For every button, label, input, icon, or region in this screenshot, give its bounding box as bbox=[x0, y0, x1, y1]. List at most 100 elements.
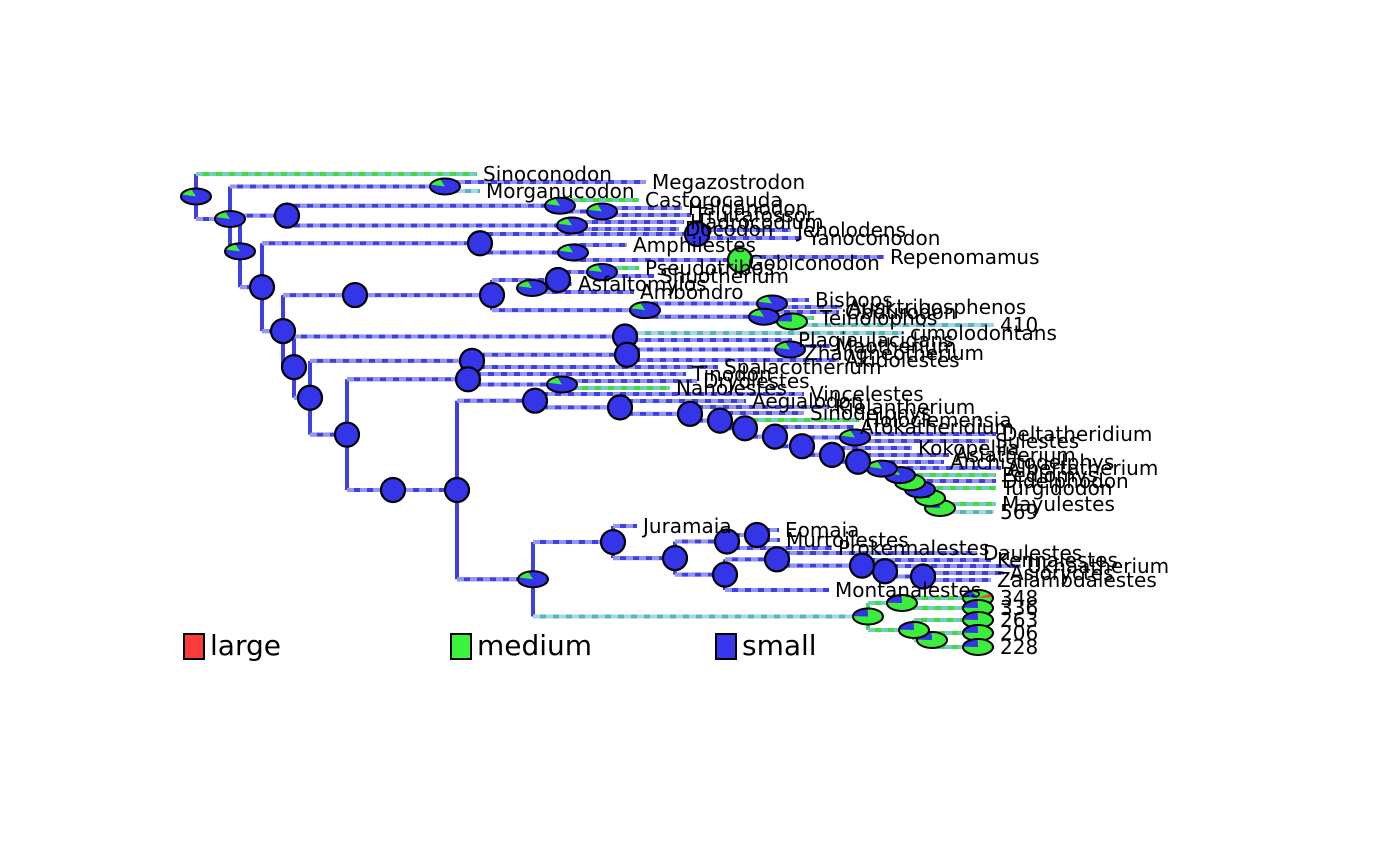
tip-label: Tinodon bbox=[691, 362, 772, 386]
tip-label: Deltatheridium bbox=[1002, 422, 1152, 446]
tip-label: Dryolestes bbox=[703, 369, 810, 393]
legend-swatch-large bbox=[183, 632, 205, 660]
tip-label: Albertatherium bbox=[1007, 456, 1158, 480]
node-circle bbox=[713, 528, 741, 555]
legend-swatch-small bbox=[715, 632, 737, 660]
tip-label: 410 bbox=[1000, 313, 1038, 337]
node-circle bbox=[848, 552, 876, 579]
pie-wedge bbox=[963, 639, 978, 647]
pie-wedge bbox=[587, 264, 602, 272]
tip-label: Shuotherium bbox=[660, 264, 789, 288]
tip-label: Haldanodon bbox=[688, 196, 808, 220]
tip-label: Sinodelphys bbox=[810, 401, 931, 425]
node-pie-outline bbox=[214, 209, 246, 228]
node-circle bbox=[379, 476, 407, 504]
tip-label: Didelphodon bbox=[1002, 469, 1129, 493]
pie-wedge bbox=[557, 217, 572, 226]
node-pie-outline bbox=[748, 307, 780, 326]
tip-label: Docodon bbox=[685, 217, 773, 241]
tip-label: 228 bbox=[1000, 635, 1038, 659]
node-pie-outline bbox=[774, 340, 806, 359]
tip-label: Hadrocodium bbox=[690, 210, 824, 234]
node-pie-outline bbox=[962, 638, 994, 656]
tip-label: Aegialodon bbox=[752, 389, 864, 413]
tip-label: 348 bbox=[1000, 586, 1038, 610]
tip-label: Pediomys bbox=[1002, 463, 1098, 487]
tip-label: Obdurodon bbox=[845, 300, 956, 324]
node-pie-outline bbox=[224, 242, 256, 261]
legend-label-small: small bbox=[742, 629, 817, 662]
pie-wedge bbox=[545, 198, 560, 206]
node-circle bbox=[269, 317, 297, 345]
legend-item-medium: medium bbox=[450, 631, 592, 661]
tip-label: Asfaltomylos bbox=[578, 272, 707, 296]
tip-label: Amphilestes bbox=[633, 233, 756, 257]
node-pie-outline bbox=[556, 216, 588, 235]
tree-node-markers bbox=[180, 177, 994, 656]
tip-label: Ambondro bbox=[640, 280, 744, 304]
tip-label: Jeholodens bbox=[795, 218, 906, 242]
tip-label: Pseudotribos bbox=[645, 256, 774, 280]
node-pie-outline bbox=[180, 187, 212, 206]
pie-wedge bbox=[558, 244, 573, 253]
tip-label: Prokennalestes bbox=[838, 536, 989, 560]
tip-label: Fruitafossor bbox=[697, 203, 815, 227]
tip-label: Ukhaatherium bbox=[1027, 554, 1169, 578]
legend-label-large: large bbox=[210, 629, 281, 662]
node-circle bbox=[454, 366, 482, 393]
pie-wedge bbox=[899, 622, 914, 630]
node-circle bbox=[273, 202, 301, 229]
pie-wedge bbox=[215, 211, 230, 219]
tip-label: Anchistodelphys bbox=[950, 450, 1114, 474]
node-circle bbox=[909, 563, 937, 590]
node-pie-outline bbox=[839, 428, 871, 447]
pie-wedge bbox=[840, 429, 855, 438]
tip-label: Turgidodon bbox=[1001, 476, 1113, 500]
node-circle bbox=[341, 281, 369, 309]
pie-wedge bbox=[749, 309, 764, 317]
node-pie-outline bbox=[546, 375, 578, 394]
tip-label: Holoclemensia bbox=[865, 408, 1012, 432]
node-circle bbox=[763, 546, 791, 573]
pie-wedge bbox=[775, 341, 790, 350]
node-circle bbox=[661, 544, 689, 572]
pie-wedge bbox=[978, 593, 993, 598]
node-pie-outline bbox=[886, 594, 918, 612]
node-circle bbox=[333, 421, 361, 448]
node-circle bbox=[613, 341, 641, 368]
tip-label: Nanolestes bbox=[676, 376, 787, 400]
pie-wedge bbox=[757, 295, 772, 304]
node-pie-outline bbox=[429, 177, 461, 196]
pie-wedge bbox=[963, 612, 978, 620]
node-circle bbox=[743, 521, 771, 549]
node-pie-outline bbox=[852, 607, 884, 626]
tip-label: Daulestes bbox=[983, 541, 1082, 565]
tip-label: Mayulestes bbox=[1002, 492, 1115, 516]
tip-label: Castorocauda bbox=[645, 188, 783, 212]
tip-label: Yanoconodon bbox=[807, 226, 940, 250]
node-pie-outline bbox=[586, 263, 618, 281]
node-pie-outline bbox=[517, 570, 549, 589]
node-pie-outline bbox=[516, 279, 548, 297]
pie-wedge bbox=[853, 608, 868, 617]
tip-label: Gobiconodon bbox=[748, 251, 880, 275]
node-circle bbox=[683, 220, 711, 248]
tip-label: Asiatherium bbox=[955, 443, 1076, 467]
tip-label: Plagiaulacidans bbox=[798, 328, 953, 352]
tip-label: 569 bbox=[1000, 500, 1038, 524]
tip-label: Zhangheotherium bbox=[804, 341, 984, 365]
pie-wedge bbox=[430, 178, 445, 187]
tip-label: Akidolestes bbox=[845, 348, 960, 372]
tip-label: Sinoconodon bbox=[483, 162, 612, 186]
node-pie-outline bbox=[544, 196, 576, 215]
tip-label: 263 bbox=[1000, 608, 1038, 632]
node-circle bbox=[844, 448, 872, 475]
pie-wedge bbox=[963, 625, 978, 633]
node-pie-outline bbox=[916, 631, 948, 649]
legend-swatch-medium bbox=[450, 632, 472, 660]
tip-label: Kielantherium bbox=[835, 395, 975, 419]
pie-wedge bbox=[630, 302, 645, 311]
tip-label: Spalacotherium bbox=[724, 355, 881, 379]
